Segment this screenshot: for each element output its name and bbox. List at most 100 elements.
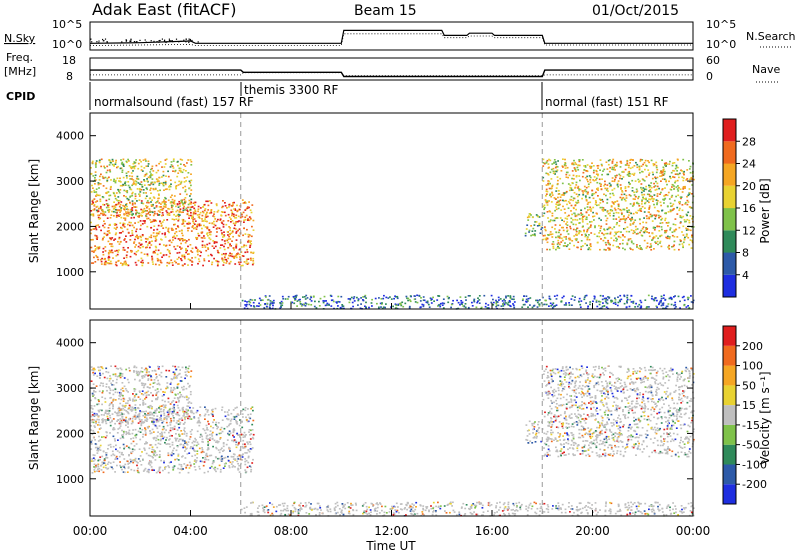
range-cell — [134, 193, 137, 195]
range-cell — [94, 174, 97, 177]
range-cell — [378, 297, 380, 299]
range-cell — [675, 164, 678, 167]
range-cell — [194, 226, 197, 229]
range-cell — [206, 215, 209, 218]
range-cell — [177, 420, 180, 422]
range-cell — [93, 405, 96, 407]
range-cell — [229, 227, 231, 229]
range-cell — [107, 258, 110, 261]
range-cell — [607, 296, 609, 298]
range-cell — [565, 176, 568, 178]
range-cell — [195, 228, 198, 230]
range-cell — [662, 169, 665, 171]
range-cell — [495, 304, 498, 307]
range-cell — [133, 445, 136, 447]
range-cell — [684, 185, 686, 188]
range-cell — [192, 227, 195, 230]
range-cell — [136, 211, 138, 214]
range-cell — [528, 229, 531, 232]
range-cell — [244, 469, 247, 471]
range-cell — [652, 298, 655, 301]
range-cell — [328, 303, 330, 306]
range-cell — [246, 248, 248, 251]
range-cell — [599, 230, 602, 232]
range-cell — [430, 302, 433, 304]
range-cell — [394, 295, 396, 297]
range-cell — [172, 400, 175, 402]
range-cell — [140, 202, 143, 204]
range-cell — [198, 213, 201, 216]
range-cell — [688, 188, 691, 190]
range-cell — [148, 425, 150, 428]
range-cell — [581, 219, 584, 221]
range-cell — [246, 466, 249, 469]
range-cell — [109, 424, 112, 427]
range-cell — [584, 242, 587, 245]
range-cell — [521, 306, 524, 308]
range-cell — [202, 206, 204, 208]
range-cell — [556, 204, 559, 206]
range-cell — [617, 180, 620, 182]
range-cell — [141, 428, 144, 431]
range-cell — [161, 421, 164, 424]
colorbar-tick-label: 12 — [742, 224, 756, 237]
range-cell — [115, 261, 118, 264]
range-cell — [580, 214, 583, 216]
range-cell — [98, 187, 100, 189]
range-cell — [158, 450, 161, 452]
range-cell — [663, 173, 666, 175]
range-cell — [223, 261, 225, 264]
range-cell — [109, 169, 111, 171]
range-cell — [561, 165, 564, 167]
range-cell — [211, 254, 213, 257]
range-cell — [269, 300, 272, 302]
range-cell — [689, 215, 692, 217]
freq-left-tick-bottom: 8 — [66, 70, 73, 83]
range-cell — [572, 199, 574, 202]
range-cell — [231, 439, 233, 442]
range-cell — [175, 375, 178, 378]
range-cell — [146, 406, 149, 408]
range-cell — [381, 302, 383, 304]
range-cell — [548, 305, 550, 307]
range-cell — [121, 382, 124, 384]
range-cell — [242, 211, 245, 214]
range-cell — [127, 171, 130, 173]
range-cell — [109, 432, 111, 434]
range-cell — [165, 175, 167, 177]
range-cell — [659, 240, 662, 243]
range-cell — [195, 439, 197, 441]
range-cell — [171, 208, 174, 211]
range-cell — [120, 262, 122, 264]
range-cell — [139, 191, 142, 193]
range-cell — [611, 162, 614, 164]
range-cell — [665, 236, 668, 239]
range-cell — [127, 181, 130, 183]
range-cell — [239, 435, 241, 437]
range-cell — [183, 205, 185, 208]
range-cell — [606, 217, 609, 220]
range-cell — [153, 454, 155, 456]
range-cell — [649, 198, 652, 201]
range-cell — [93, 469, 96, 471]
range-cell — [161, 201, 164, 204]
range-cell — [209, 437, 212, 439]
range-cell — [533, 224, 536, 226]
range-cell — [559, 196, 562, 198]
range-cell — [609, 226, 612, 229]
range-cell — [120, 409, 122, 412]
range-cell — [423, 299, 426, 302]
range-cell — [553, 159, 556, 161]
range-cell — [188, 253, 190, 255]
range-cell — [203, 451, 205, 453]
range-cell — [379, 302, 382, 305]
range-cell — [150, 181, 153, 184]
range-cell — [625, 306, 628, 308]
range-cell — [252, 229, 255, 231]
range-cell — [194, 210, 197, 213]
range-cell — [660, 219, 663, 221]
range-cell — [171, 218, 174, 220]
range-cell — [653, 163, 656, 166]
range-cell — [164, 182, 167, 184]
range-cell — [168, 466, 171, 469]
